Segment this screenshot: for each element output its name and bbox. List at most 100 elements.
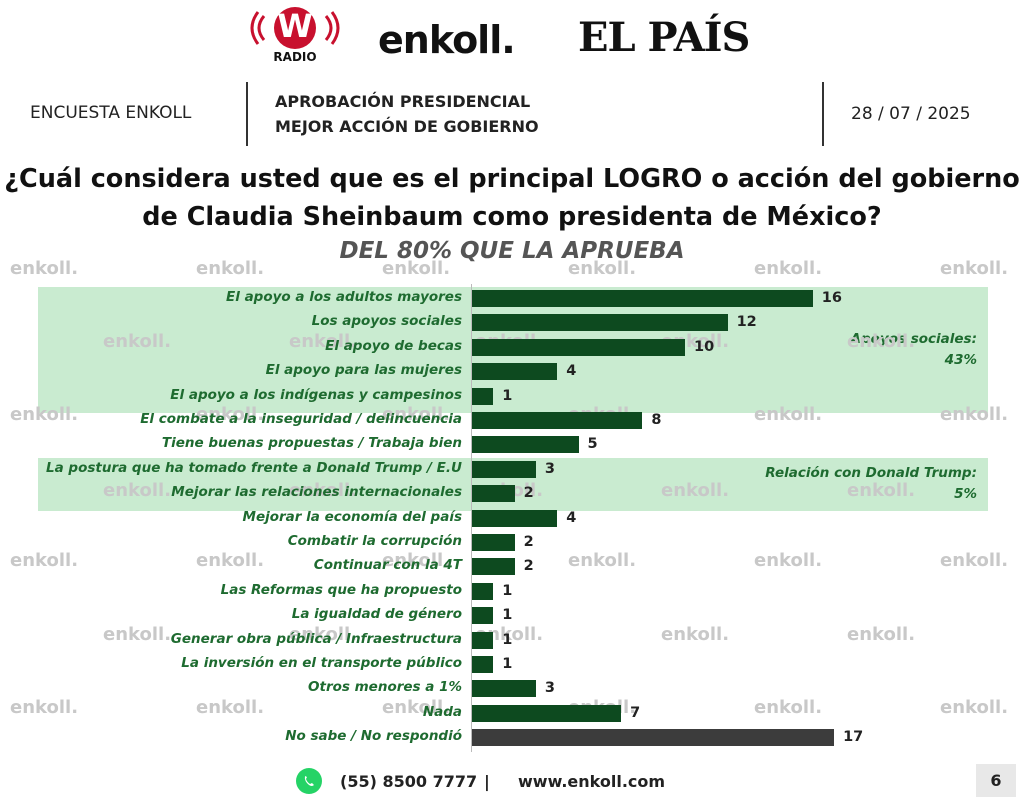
- bar: [472, 656, 494, 673]
- bar: [472, 314, 728, 332]
- bar: [472, 680, 536, 698]
- bar: [472, 631, 494, 649]
- bar: [472, 338, 685, 356]
- w-radio-logo: W RADIO: [250, 6, 340, 66]
- watermark: enkoll.: [382, 404, 451, 425]
- whatsapp-icon: [296, 768, 322, 794]
- bar-value-label: 1: [502, 607, 513, 624]
- watermark: enkoll.: [382, 697, 451, 718]
- bar-value-label: 2: [523, 534, 534, 550]
- watermark: enkoll.: [568, 550, 637, 571]
- watermark: enkoll.: [196, 404, 265, 425]
- footer-website: www.enkoll.com: [518, 772, 666, 791]
- bar: [472, 729, 835, 747]
- bar: [472, 387, 494, 405]
- bar-value-label: 8: [651, 412, 662, 428]
- watermark: enkoll.: [661, 480, 730, 501]
- page-number: 6: [976, 764, 1016, 797]
- category-label: Mejorar la economía del país: [242, 508, 462, 525]
- category-label: Generar obra pública / Infraestructura: [170, 630, 462, 647]
- chart-subtitle: DEL 80% QUE LA APRUEBA: [339, 238, 685, 264]
- survey-date: 28 / 07 / 2025: [851, 104, 971, 124]
- category-label: Los apoyos sociales: [311, 313, 462, 330]
- w-logo-letter: W: [277, 7, 313, 45]
- watermark: enkoll.: [754, 258, 823, 279]
- bar-value-label: 1: [502, 631, 513, 648]
- chart-title: ¿Cuál considera usted que es el principa…: [4, 164, 1020, 232]
- category-label: Tiene buenas propuestas / Trabaja bien: [161, 435, 462, 452]
- bar-value-label: 2: [523, 558, 534, 575]
- watermark: enkoll.: [382, 258, 451, 279]
- category-label: Continuar con la 4T: [313, 557, 462, 574]
- group-note: Apoyos sociales: 43%: [851, 329, 977, 371]
- topic-line-1: APROBACIÓN PRESIDENCIAL: [275, 92, 531, 111]
- watermark: enkoll.: [568, 258, 637, 279]
- watermark: enkoll.: [661, 624, 730, 645]
- footer-separator: |: [484, 772, 490, 791]
- watermark: enkoll.: [10, 697, 79, 718]
- bar-value-label: 16: [821, 290, 842, 306]
- watermark: enkoll.: [847, 624, 916, 645]
- bar-value-label: 10: [694, 338, 715, 355]
- group-note: Relación con Donald Trump: 5%: [765, 463, 977, 505]
- category-label: La inversión en el transporte público: [181, 655, 462, 671]
- enkoll-logo: enkoll.: [378, 18, 516, 62]
- bar: [472, 363, 558, 381]
- header-divider-left: [246, 82, 248, 146]
- watermark: enkoll.: [196, 258, 265, 279]
- bar: [472, 607, 494, 625]
- bar-value-label: 7: [630, 704, 641, 721]
- bar: [472, 436, 579, 454]
- category-label: La postura que ha tomado frente a Donald…: [46, 459, 462, 476]
- bar-value-label: 3: [544, 460, 555, 477]
- bar-value-label: 2: [523, 485, 534, 502]
- watermark: enkoll.: [847, 331, 916, 352]
- watermark: enkoll.: [289, 331, 358, 352]
- bar-value-label: 4: [566, 363, 577, 380]
- bar: [472, 412, 643, 429]
- category-label: Nada: [422, 703, 462, 720]
- bar-value-label: 4: [566, 509, 577, 526]
- bar: [472, 558, 515, 576]
- topic-line-2: MEJOR ACCIÓN DE GOBIERNO: [275, 117, 539, 136]
- category-label: Otros menores a 1%: [308, 679, 462, 696]
- category-label: La igualdad de género: [291, 606, 462, 623]
- bar: [472, 485, 515, 503]
- watermark: enkoll.: [103, 331, 172, 352]
- watermark: enkoll.: [103, 624, 172, 645]
- category-label: Mejorar las relaciones internacionales: [171, 484, 462, 501]
- w-logo-radio: RADIO: [273, 50, 317, 64]
- bar: [472, 582, 494, 600]
- category-label: El apoyo a los adultos mayores: [226, 289, 462, 305]
- footer-phone: (55) 8500 7777: [340, 772, 478, 791]
- bar-value-label: 3: [544, 680, 555, 697]
- bar-value-label: 5: [587, 436, 598, 453]
- survey-label: ENCUESTA ENKOLL: [30, 103, 192, 123]
- watermark: enkoll.: [289, 480, 358, 501]
- axis-line: [471, 284, 472, 752]
- watermark: enkoll.: [10, 404, 79, 425]
- bar: [472, 460, 536, 478]
- category-label: Combatir la corrupción: [287, 533, 462, 549]
- category-label: El combate a la inseguridad / delincuenc…: [140, 411, 462, 427]
- el-pais-logo: EL PAÍS: [578, 14, 750, 61]
- watermark: enkoll.: [196, 550, 265, 571]
- watermark: enkoll.: [10, 258, 79, 279]
- bar: [472, 290, 813, 307]
- watermark: enkoll.: [754, 697, 823, 718]
- category-label: Las Reformas que ha propuesto: [220, 581, 462, 598]
- category-label: El apoyo para las mujeres: [265, 362, 462, 379]
- bar-value-label: 1: [502, 582, 513, 599]
- group-note-percent: 43%: [944, 352, 977, 368]
- bar: [472, 509, 558, 527]
- watermark: enkoll.: [382, 550, 451, 571]
- watermark: enkoll.: [940, 697, 1009, 718]
- category-label: El apoyo a los indígenas y campesinos: [170, 386, 462, 403]
- group-note-title: Relación con Donald Trump:: [765, 465, 977, 482]
- watermark: enkoll.: [10, 550, 79, 571]
- bar-value-label: 1: [502, 387, 513, 404]
- bar: [472, 534, 515, 551]
- watermark: enkoll.: [289, 624, 358, 645]
- watermark: enkoll.: [940, 258, 1009, 279]
- bar-value-label: 12: [736, 314, 757, 331]
